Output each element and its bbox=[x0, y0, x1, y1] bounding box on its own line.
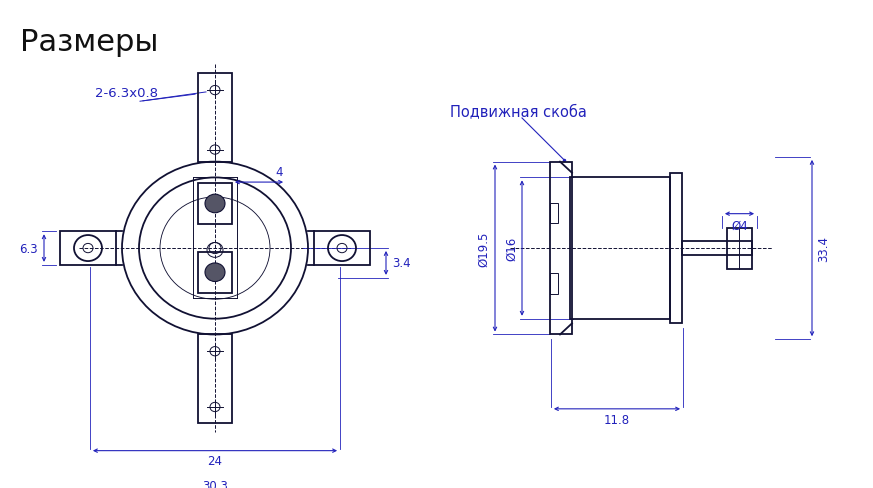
Text: 6.3: 6.3 bbox=[19, 242, 38, 255]
Bar bbox=[727, 228, 752, 269]
Text: 24: 24 bbox=[208, 454, 223, 468]
Text: 33.4: 33.4 bbox=[817, 236, 830, 262]
Bar bbox=[198, 252, 232, 293]
Bar bbox=[198, 183, 232, 224]
Text: 2-6.3x0.8: 2-6.3x0.8 bbox=[95, 87, 158, 100]
Text: Ø4: Ø4 bbox=[731, 219, 748, 232]
Bar bbox=[682, 241, 752, 256]
Bar bbox=[314, 232, 370, 265]
Bar bbox=[198, 74, 232, 163]
Circle shape bbox=[205, 264, 225, 282]
Bar bbox=[570, 178, 670, 319]
Text: Подвижная скоба: Подвижная скоба bbox=[450, 104, 587, 119]
Text: Ø19.5: Ø19.5 bbox=[477, 231, 490, 266]
Bar bbox=[550, 203, 558, 224]
Text: 30.3: 30.3 bbox=[202, 480, 228, 488]
Bar bbox=[60, 232, 116, 265]
Text: 4: 4 bbox=[275, 166, 283, 179]
Text: 11.8: 11.8 bbox=[604, 414, 630, 427]
Circle shape bbox=[205, 195, 225, 213]
Bar bbox=[198, 335, 232, 423]
Bar bbox=[550, 274, 558, 294]
Bar bbox=[670, 173, 682, 324]
Text: Ø16: Ø16 bbox=[505, 237, 518, 261]
Text: Размеры: Размеры bbox=[20, 28, 159, 57]
Text: 3.4: 3.4 bbox=[392, 257, 410, 270]
Bar bbox=[550, 163, 572, 335]
